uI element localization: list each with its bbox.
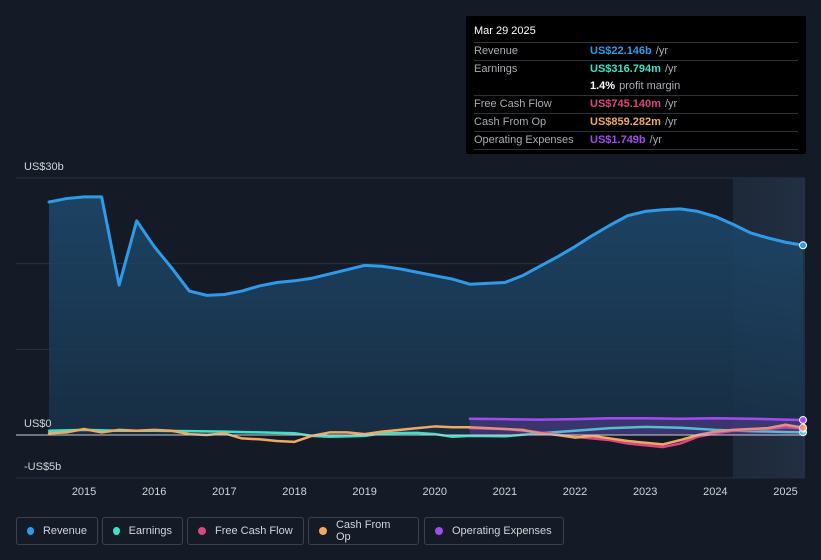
earnings-line — [47, 425, 805, 438]
legend-item-earnings[interactable]: Earnings — [102, 517, 183, 545]
tooltip-unit: /yr — [664, 98, 678, 110]
revenue-area — [49, 196, 803, 435]
x-tick-label: 2022 — [563, 486, 587, 498]
tooltip-row-cash-from-op: Cash From Op US$859.282m /yr — [474, 114, 798, 132]
legend-label: Revenue — [42, 525, 87, 537]
revenue-line — [47, 195, 805, 297]
tooltip-unit: /yr — [664, 63, 678, 75]
x-tick-label: 2024 — [703, 486, 727, 498]
tooltip-label: Revenue — [474, 45, 519, 57]
operating-expenses-area — [469, 418, 803, 435]
x-tick-label: 2023 — [633, 486, 657, 498]
tooltip-label: Free Cash Flow — [474, 98, 552, 110]
tooltip-label: Cash From Op — [474, 116, 547, 128]
legend-item-free-cash-flow[interactable]: Free Cash Flow — [187, 517, 304, 545]
tooltip: Mar 29 2025 Revenue US$22.146b /yr Earni… — [466, 16, 806, 154]
tooltip-unit: /yr — [649, 134, 662, 146]
legend-item-cash-from-op[interactable]: Cash From Op — [308, 517, 419, 545]
tooltip-row-free-cash-flow: Free Cash Flow US$745.140m /yr — [474, 96, 798, 114]
operating-expenses-end-point — [799, 416, 807, 425]
legend-dot — [319, 527, 327, 535]
x-tick-label: 2016 — [142, 486, 166, 498]
tooltip-row-revenue: Revenue US$22.146b /yr — [474, 43, 798, 61]
tooltip-unit: /yr — [655, 45, 668, 57]
legend-label: Free Cash Flow — [215, 525, 293, 537]
tooltip-unit: /yr — [664, 116, 678, 128]
tooltip-value: US$745.140m — [590, 98, 661, 110]
tooltip-date: Mar 29 2025 — [474, 24, 798, 43]
legend-label: Cash From Op — [335, 519, 391, 543]
x-tick-label: 2025 — [773, 486, 797, 498]
tooltip-value: US$859.282m — [590, 116, 661, 128]
x-tick-label: 2015 — [72, 486, 96, 498]
tooltip-value: 1.4% — [590, 80, 616, 92]
legend-dot — [113, 527, 120, 535]
tooltip-unit: profit margin — [619, 80, 681, 92]
legend-dot — [27, 527, 34, 535]
legend-label: Operating Expenses — [452, 525, 552, 537]
legend-item-revenue[interactable]: Revenue — [16, 517, 98, 545]
tooltip-value: US$316.794m — [590, 63, 661, 75]
tooltip-value: US$22.146b — [590, 45, 652, 57]
legend-dot — [435, 527, 443, 535]
tooltip-row-profit-margin: 1.4% profit margin — [474, 78, 798, 96]
tooltip-label: Operating Expenses — [474, 134, 574, 146]
y-tick-label: US$30b — [24, 161, 64, 173]
tooltip-row-earnings: Earnings US$316.794m /yr — [474, 61, 798, 78]
x-tick-label: 2019 — [352, 486, 376, 498]
x-tick-label: 2020 — [423, 486, 447, 498]
cash-from-op-line — [47, 423, 805, 446]
y-tick-label: US$0 — [24, 418, 52, 430]
revenue-end-point — [799, 241, 807, 250]
legend-item-operating-expenses[interactable]: Operating Expenses — [424, 517, 564, 545]
x-tick-label: 2018 — [282, 486, 306, 498]
tooltip-value: US$1.749b — [590, 134, 646, 146]
cash-from-op-end-point — [799, 423, 807, 432]
tooltip-row-operating-expenses: Operating Expenses US$1.749b /yr — [474, 132, 798, 150]
operating-expenses-line — [468, 417, 805, 422]
x-tick-label: 2017 — [212, 486, 236, 498]
legend-dot — [198, 527, 206, 535]
tooltip-label: Earnings — [474, 63, 518, 75]
x-tick-label: 2021 — [493, 486, 517, 498]
y-tick-label: -US$5b — [24, 461, 61, 473]
legend-label: Earnings — [128, 525, 172, 537]
tooltip-label — [474, 78, 590, 95]
